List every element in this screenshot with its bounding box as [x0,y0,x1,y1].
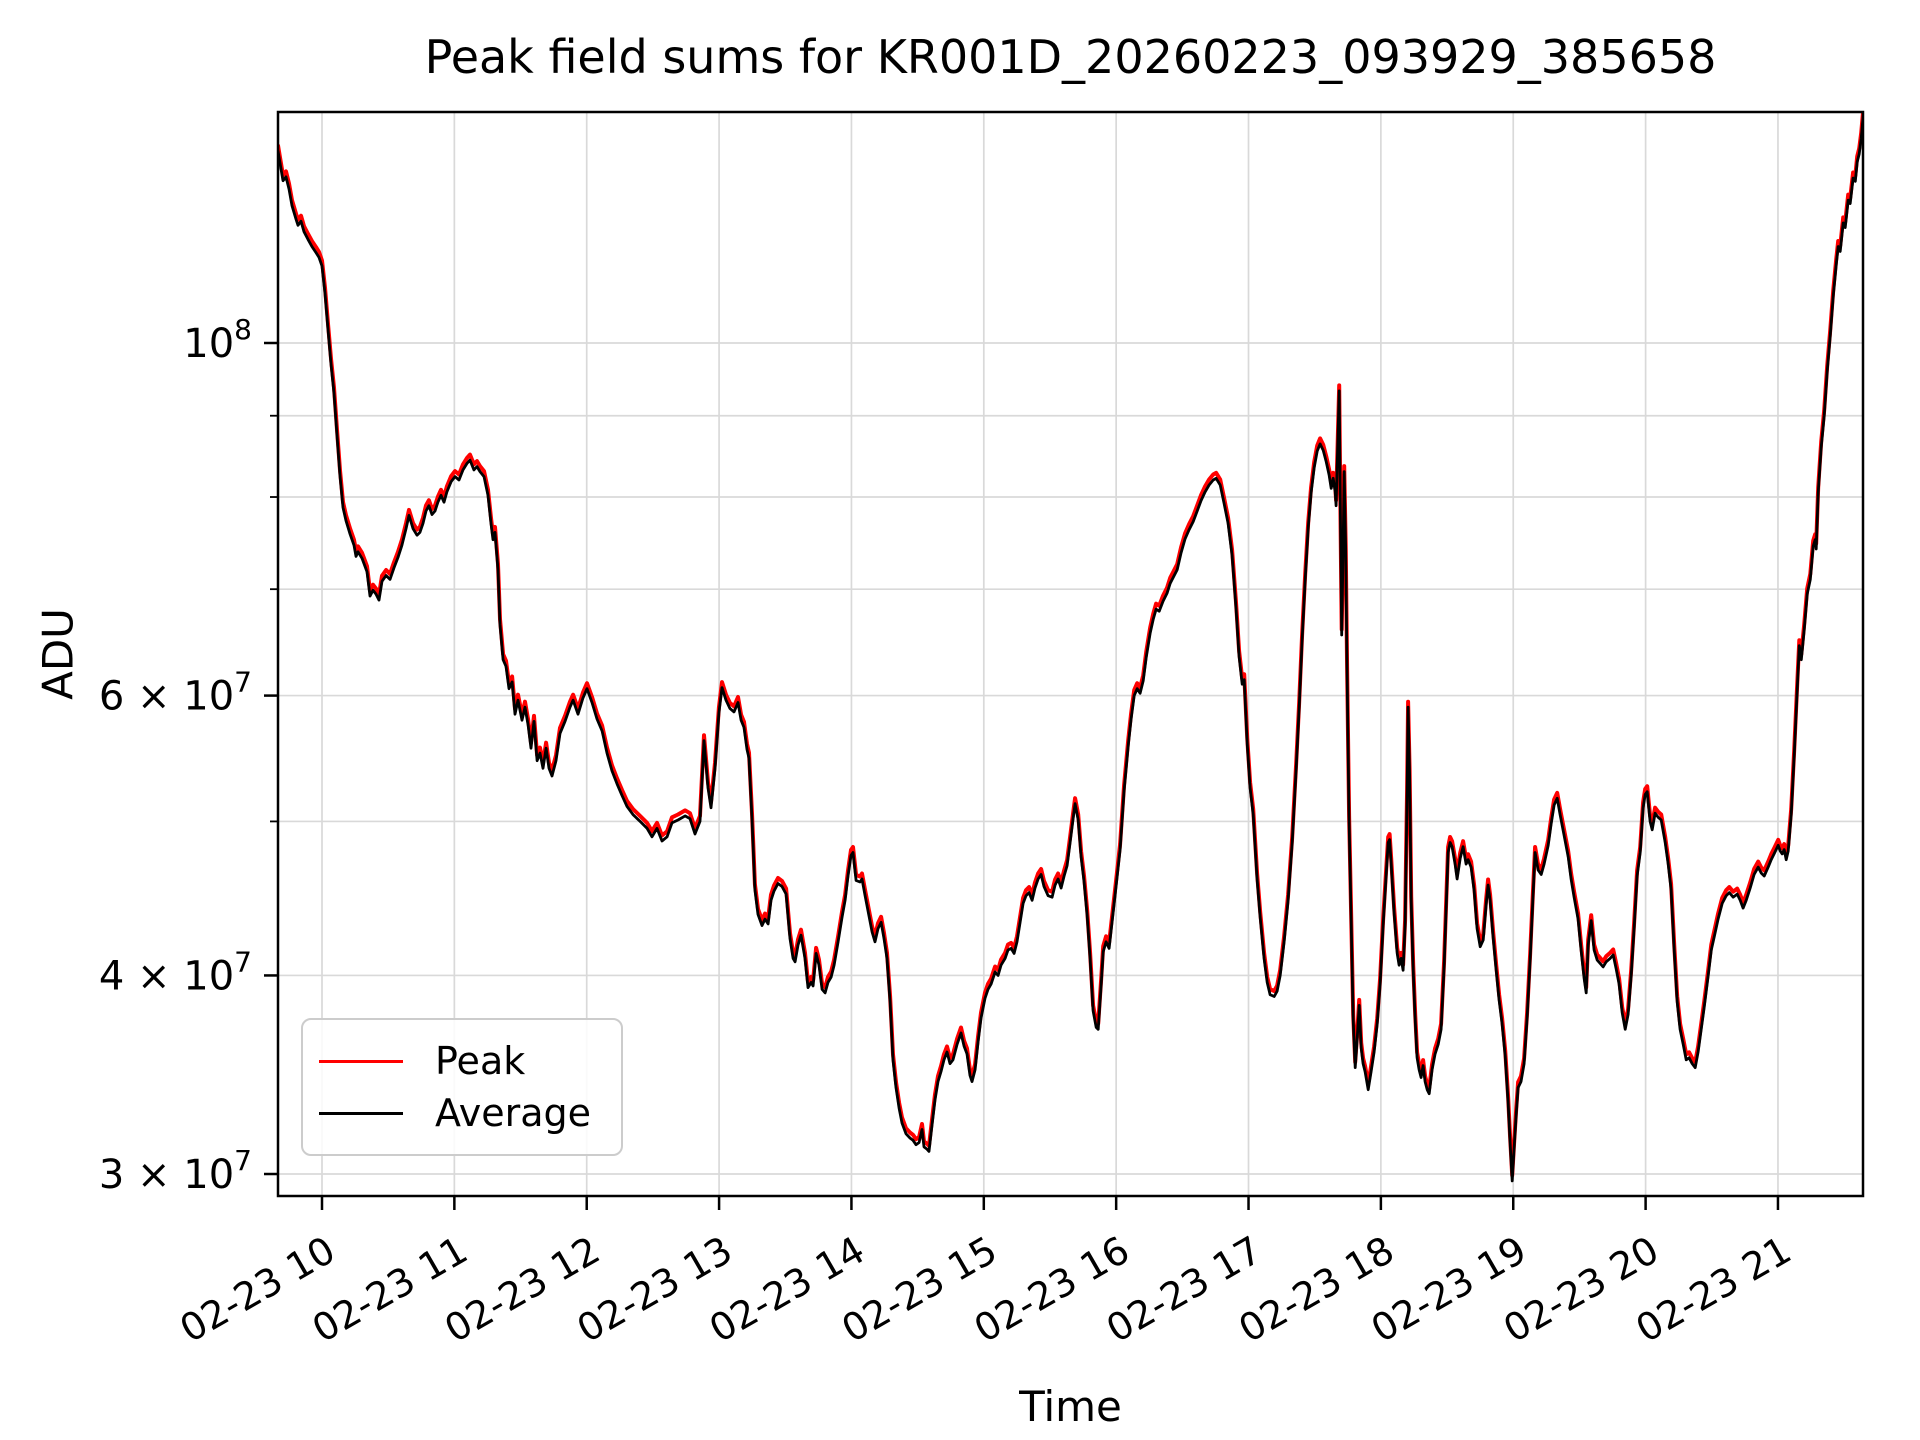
y-tick-label: 6 × 107 [99,666,252,720]
y-tick-label: 4 × 107 [99,945,252,999]
y-tick-label: 108 [183,313,252,367]
average-line-swatch-icon [319,1111,403,1115]
plot-border [276,110,1865,1198]
x-axis-label: Time [1019,1382,1122,1431]
chart-title: Peak field sums for KR001D_20260223_0939… [424,30,1717,84]
legend-item-average: Average [319,1094,605,1132]
series-peak [278,112,1863,1178]
y-tick-label: 3 × 107 [99,1144,252,1198]
series-average [278,114,1863,1183]
legend-label-peak: Peak [435,1039,526,1083]
legend-item-peak: Peak [319,1042,605,1080]
legend-label-average: Average [435,1091,592,1135]
peak-line-swatch-icon [319,1059,403,1063]
legend: Peak Average [301,1018,623,1156]
